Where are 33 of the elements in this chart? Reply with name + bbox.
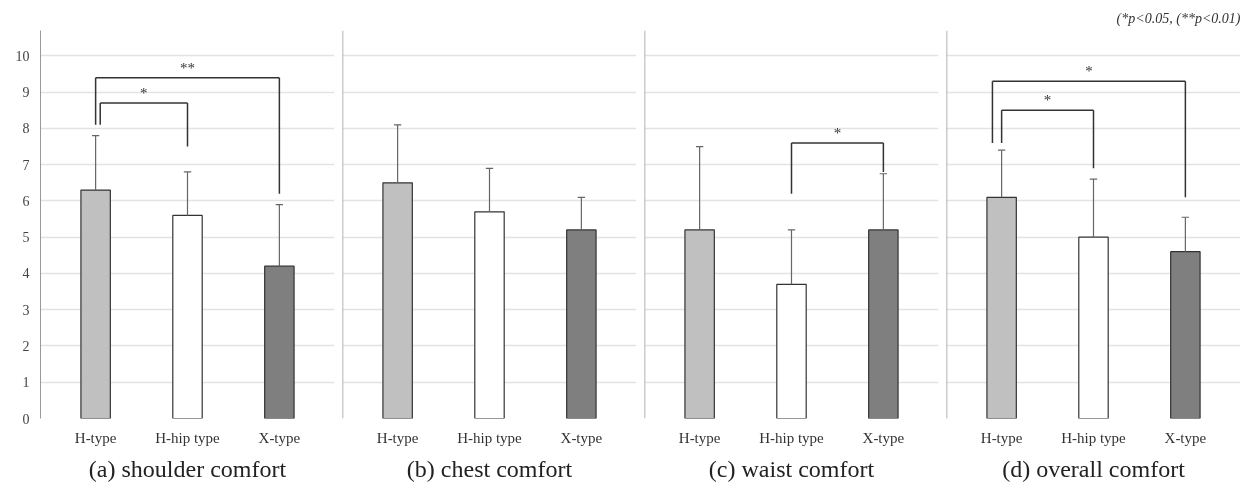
x-tick-label: H-hip type xyxy=(457,429,523,446)
text: (b) chest comfort xyxy=(406,455,573,482)
y-tick-label: 8 xyxy=(22,121,30,137)
x-tick-label: H-hip type xyxy=(1061,429,1127,446)
y-tick-label: 1 xyxy=(22,375,30,391)
annotation: * xyxy=(140,85,148,102)
x-tick-label: X-type xyxy=(862,429,905,446)
annotation: ** xyxy=(180,59,195,76)
y-tick-label: 3 xyxy=(22,302,30,318)
x-tick-label: X-type xyxy=(1164,429,1207,446)
annotation: * xyxy=(833,125,842,142)
x-tick-label: H-hip type xyxy=(759,429,825,446)
y-tick-label: 4 xyxy=(22,266,30,282)
x-tick-label: H-type xyxy=(678,429,721,446)
y-tick-label: 9 xyxy=(22,85,30,101)
text: (a) shoulder comfort xyxy=(88,455,287,482)
text: (d) overall comfort xyxy=(1002,455,1186,482)
text: (c) waist comfort xyxy=(708,455,875,482)
text: (*p<0.05, (**p<0.01) xyxy=(1116,10,1241,27)
x-tick-label: X-type xyxy=(560,429,603,446)
y-tick-label: 5 xyxy=(22,230,30,246)
x-tick-label: H-hip type xyxy=(155,429,221,446)
annotation: * xyxy=(1085,63,1093,80)
y-tick-label: 0 xyxy=(22,411,30,427)
y-tick-label: 6 xyxy=(22,193,30,209)
x-tick-label: X-type xyxy=(258,429,301,446)
annotation: * xyxy=(1043,92,1052,109)
x-tick-label: H-type xyxy=(376,429,419,446)
x-tick-label: H-type xyxy=(74,429,117,446)
y-tick-label: 7 xyxy=(22,157,30,173)
y-tick-label: 10 xyxy=(15,48,30,64)
x-tick-label: H-type xyxy=(980,429,1023,446)
y-tick-label: 2 xyxy=(22,338,30,354)
